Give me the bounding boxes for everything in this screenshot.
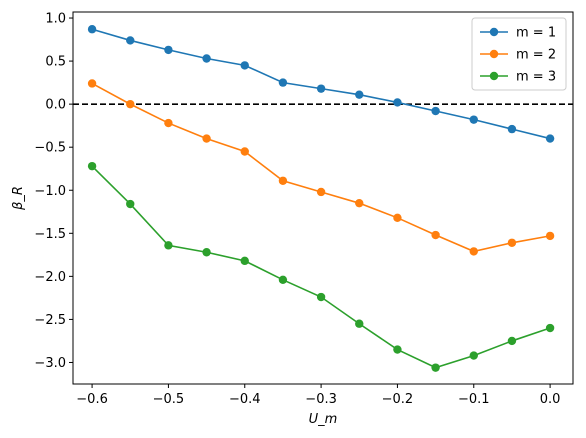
data-point-series-2 — [507, 238, 517, 247]
data-point-series-2 — [240, 147, 249, 156]
data-point-series-3 — [431, 363, 440, 372]
data-point-series-1 — [507, 124, 517, 134]
x-tick-label: −0.3 — [305, 392, 337, 407]
x-tick-label: 0.0 — [540, 392, 561, 407]
data-point-series-3 — [507, 336, 517, 346]
data-point-series-2 — [393, 213, 402, 223]
data-point-series-2 — [431, 230, 440, 240]
data-point-series-2 — [469, 247, 478, 256]
data-point-series-3 — [164, 241, 173, 250]
x-tick-label: −0.2 — [382, 392, 414, 407]
data-point-series-3 — [278, 275, 288, 285]
data-point-series-3 — [469, 351, 478, 360]
data-point-series-2 — [355, 198, 364, 208]
y-tick-label: −1.5 — [34, 227, 66, 242]
data-point-series-3 — [202, 248, 211, 257]
data-point-series-3 — [355, 319, 364, 328]
x-tick-label: −0.6 — [76, 392, 108, 407]
data-point-series-1 — [87, 25, 97, 34]
y-tick-label: −2.0 — [34, 270, 66, 285]
legend: m = 1 m = 2 m = 3 — [471, 17, 567, 91]
legend-marker-3 — [489, 71, 499, 81]
data-point-series-2 — [278, 176, 288, 185]
legend-label-1: m = 1 — [516, 26, 556, 41]
x-tick-label: −0.1 — [458, 392, 490, 407]
data-point-series-1 — [469, 115, 478, 124]
legend-label-2: m = 2 — [516, 48, 556, 63]
y-tick-label: 0.0 — [45, 98, 66, 113]
y-tick-label: 1.0 — [45, 12, 66, 27]
y-tick-label: −3.0 — [34, 356, 66, 371]
data-point-series-1 — [355, 90, 364, 99]
y-axis-label: β_R — [11, 186, 26, 211]
series-layer — [73, 25, 573, 372]
data-point-series-1 — [202, 54, 211, 63]
data-point-series-3 — [126, 199, 135, 209]
data-point-series-3 — [545, 323, 555, 333]
data-point-series-1 — [431, 106, 440, 116]
data-point-series-3 — [240, 256, 249, 266]
legend-marker-1 — [489, 27, 499, 37]
legend-label-3: m = 3 — [516, 70, 556, 85]
data-point-series-3 — [87, 161, 97, 171]
data-point-series-2 — [126, 99, 135, 109]
y-tick-label: −1.0 — [34, 184, 66, 199]
data-point-series-3 — [393, 345, 402, 354]
data-point-series-1 — [393, 98, 402, 107]
data-point-series-1 — [126, 36, 135, 45]
data-point-series-2 — [316, 187, 326, 197]
y-tick-label: −2.5 — [34, 313, 66, 328]
data-point-series-1 — [164, 45, 173, 55]
y-tick-label: 0.5 — [45, 55, 66, 70]
data-point-series-2 — [202, 134, 211, 143]
data-point-series-3 — [316, 292, 326, 302]
data-point-series-1 — [316, 84, 326, 93]
y-tick-label: −0.5 — [34, 141, 66, 156]
data-point-series-2 — [545, 231, 555, 241]
data-point-series-1 — [240, 61, 249, 70]
data-point-series-1 — [278, 78, 288, 87]
axes-layer: −0.6 −0.5 −0.4 −0.3 −0.2 −0.1 0.0 1.0 0.5 0.0 −0.5… — [11, 11, 574, 427]
data-point-series-1 — [545, 134, 555, 143]
data-point-series-2 — [87, 79, 97, 88]
plot-frame — [72, 11, 574, 385]
x-tick-label: −0.5 — [153, 392, 185, 407]
x-tick-label: −0.4 — [229, 392, 261, 407]
data-point-series-2 — [164, 118, 173, 128]
legend-marker-2 — [489, 49, 499, 59]
legend-box — [471, 17, 567, 91]
x-axis-label: U_m — [309, 412, 338, 427]
series-line-2 — [91, 82, 551, 253]
series-line-3 — [91, 165, 551, 369]
